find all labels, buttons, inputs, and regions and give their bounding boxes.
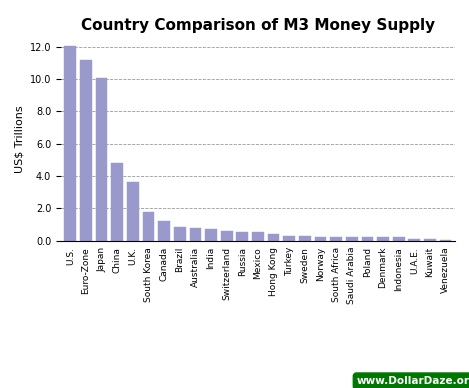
Bar: [283, 236, 295, 241]
Bar: [143, 212, 154, 241]
Bar: [174, 227, 186, 241]
Bar: [158, 221, 170, 241]
Bar: [330, 237, 342, 241]
Bar: [346, 237, 357, 241]
Bar: [408, 239, 420, 241]
Bar: [205, 229, 217, 241]
Title: Country Comparison of M3 Money Supply: Country Comparison of M3 Money Supply: [81, 19, 435, 33]
Bar: [377, 237, 389, 241]
Text: www.DollarDaze.org: www.DollarDaze.org: [356, 376, 469, 386]
Bar: [362, 237, 373, 241]
Y-axis label: US$ Trillions: US$ Trillions: [14, 106, 24, 173]
Bar: [80, 60, 92, 241]
Bar: [64, 46, 76, 241]
Bar: [315, 237, 326, 241]
Bar: [96, 78, 107, 241]
Bar: [189, 228, 201, 241]
Bar: [127, 182, 139, 241]
Bar: [252, 232, 264, 241]
Bar: [112, 163, 123, 241]
Bar: [439, 240, 451, 241]
Bar: [236, 232, 248, 241]
Bar: [424, 239, 436, 241]
Bar: [299, 236, 310, 241]
Bar: [221, 230, 233, 241]
Bar: [268, 234, 280, 241]
Bar: [393, 237, 404, 241]
